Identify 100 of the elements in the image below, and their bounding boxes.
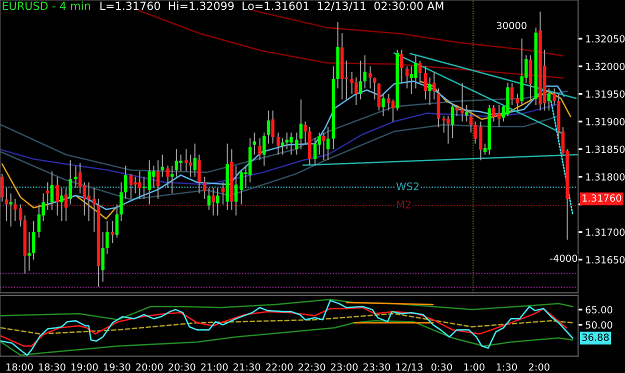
candlestick bbox=[368, 66, 372, 89]
y-tick-label: 1.31900 bbox=[586, 118, 625, 126]
annotation: -4000 bbox=[550, 254, 578, 262]
candlestick bbox=[547, 88, 551, 112]
candlestick bbox=[258, 138, 262, 161]
candlestick bbox=[497, 104, 501, 128]
candlestick bbox=[322, 132, 326, 161]
candlestick bbox=[60, 187, 64, 222]
x-tick-label: 1:30 bbox=[496, 363, 517, 371]
candlestick bbox=[377, 82, 381, 112]
candlestick bbox=[372, 76, 376, 100]
chart-subtitle: L=1.31760 Hi=1.32099 Lo=1.31601 12/13/11 02:30:00 AM bbox=[100, 1, 444, 11]
candlestick bbox=[424, 66, 428, 100]
candlestick bbox=[510, 82, 514, 106]
candlestick bbox=[450, 104, 454, 139]
x-tick-label: 18:30 bbox=[39, 363, 66, 371]
x-tick-label: 18:00 bbox=[6, 363, 33, 371]
candlestick bbox=[387, 93, 390, 112]
annotation: 30000 bbox=[496, 22, 526, 30]
candlestick bbox=[295, 132, 298, 156]
candlestick bbox=[106, 220, 109, 255]
candlestick bbox=[156, 160, 160, 200]
candlestick bbox=[148, 160, 152, 205]
candlestick bbox=[240, 170, 244, 205]
candlestick bbox=[14, 198, 17, 222]
x-tick-label: 21:00 bbox=[201, 363, 228, 371]
candlestick bbox=[120, 182, 123, 222]
candlestick bbox=[152, 165, 156, 188]
ref-line-label: M2 bbox=[397, 200, 411, 208]
candlestick bbox=[474, 120, 477, 144]
candlestick bbox=[212, 187, 215, 216]
candlestick bbox=[304, 120, 307, 144]
candlestick bbox=[290, 132, 293, 156]
candlestick bbox=[446, 115, 450, 144]
annotation: 36.88 bbox=[582, 334, 609, 341]
x-tick-label: 23:30 bbox=[363, 363, 390, 371]
candlestick bbox=[432, 71, 436, 100]
candlestick bbox=[92, 187, 96, 233]
candlestick bbox=[9, 192, 12, 228]
x-tick-label: 0:30 bbox=[431, 363, 452, 371]
y-tick-label: 1.31700 bbox=[586, 228, 625, 236]
candlestick bbox=[166, 165, 170, 188]
x-tick-label: 2:00 bbox=[528, 363, 550, 371]
candlestick bbox=[87, 182, 90, 222]
annotation: 1.31760 bbox=[582, 194, 622, 202]
candlestick bbox=[193, 143, 196, 178]
candlestick bbox=[234, 165, 238, 216]
candlestick bbox=[4, 187, 8, 222]
candlestick bbox=[142, 176, 146, 200]
candlestick bbox=[101, 231, 104, 282]
y-tick-label: 1.31850 bbox=[586, 146, 625, 153]
candlestick bbox=[382, 93, 385, 117]
x-tick-label: 20:30 bbox=[168, 363, 196, 371]
candlestick bbox=[184, 148, 188, 172]
candlestick bbox=[280, 138, 284, 156]
candlestick bbox=[262, 132, 266, 166]
x-tick-label: 19:30 bbox=[104, 363, 130, 371]
candlestick bbox=[410, 66, 414, 94]
candlestick bbox=[271, 110, 274, 144]
candlestick bbox=[455, 104, 458, 117]
candlestick bbox=[207, 187, 211, 210]
y-tick-label: 1.32000 bbox=[586, 62, 625, 70]
y-tick-label: 1.31950 bbox=[586, 90, 625, 98]
y-tick-label: 1.31650 bbox=[586, 256, 625, 264]
candlestick bbox=[400, 49, 404, 84]
y-tick-label: 65.00 bbox=[586, 306, 612, 314]
candlestick bbox=[56, 176, 60, 216]
x-tick-label: 22:30 bbox=[298, 363, 326, 371]
candlestick bbox=[516, 93, 520, 112]
candlestick bbox=[492, 104, 496, 122]
candlestick bbox=[221, 182, 225, 205]
candlestick bbox=[391, 98, 395, 122]
candlestick bbox=[326, 126, 330, 161]
candlestick bbox=[129, 173, 133, 200]
chart-title: EURUSD - 4 min bbox=[2, 1, 90, 10]
candlestick bbox=[50, 170, 54, 210]
candlestick bbox=[64, 187, 68, 222]
ref-line-label: WS2 bbox=[396, 182, 419, 190]
x-tick-label: 1:00 bbox=[464, 363, 484, 371]
candlestick bbox=[179, 154, 182, 172]
candlestick bbox=[418, 60, 422, 84]
candlestick bbox=[74, 165, 78, 188]
candlestick bbox=[170, 165, 174, 194]
candlestick bbox=[405, 66, 409, 89]
candlestick bbox=[37, 204, 41, 238]
candlestick bbox=[115, 204, 119, 238]
x-tick-label: 20:00 bbox=[136, 363, 163, 371]
candlestick bbox=[552, 88, 556, 106]
candlestick bbox=[428, 76, 432, 106]
x-tick-label: 19:00 bbox=[72, 363, 98, 371]
candlestick bbox=[414, 54, 418, 89]
candlestick bbox=[198, 154, 201, 194]
x-tick-label: 22:00 bbox=[266, 363, 293, 371]
y-tick-label: 1.32050 bbox=[586, 35, 625, 43]
x-tick-label: 21:30 bbox=[234, 363, 260, 371]
candlestick bbox=[124, 165, 128, 200]
candlestick bbox=[276, 132, 280, 156]
y-tick-label: 50.00 bbox=[586, 321, 612, 329]
candlestick bbox=[68, 160, 72, 205]
candlestick bbox=[110, 220, 114, 244]
